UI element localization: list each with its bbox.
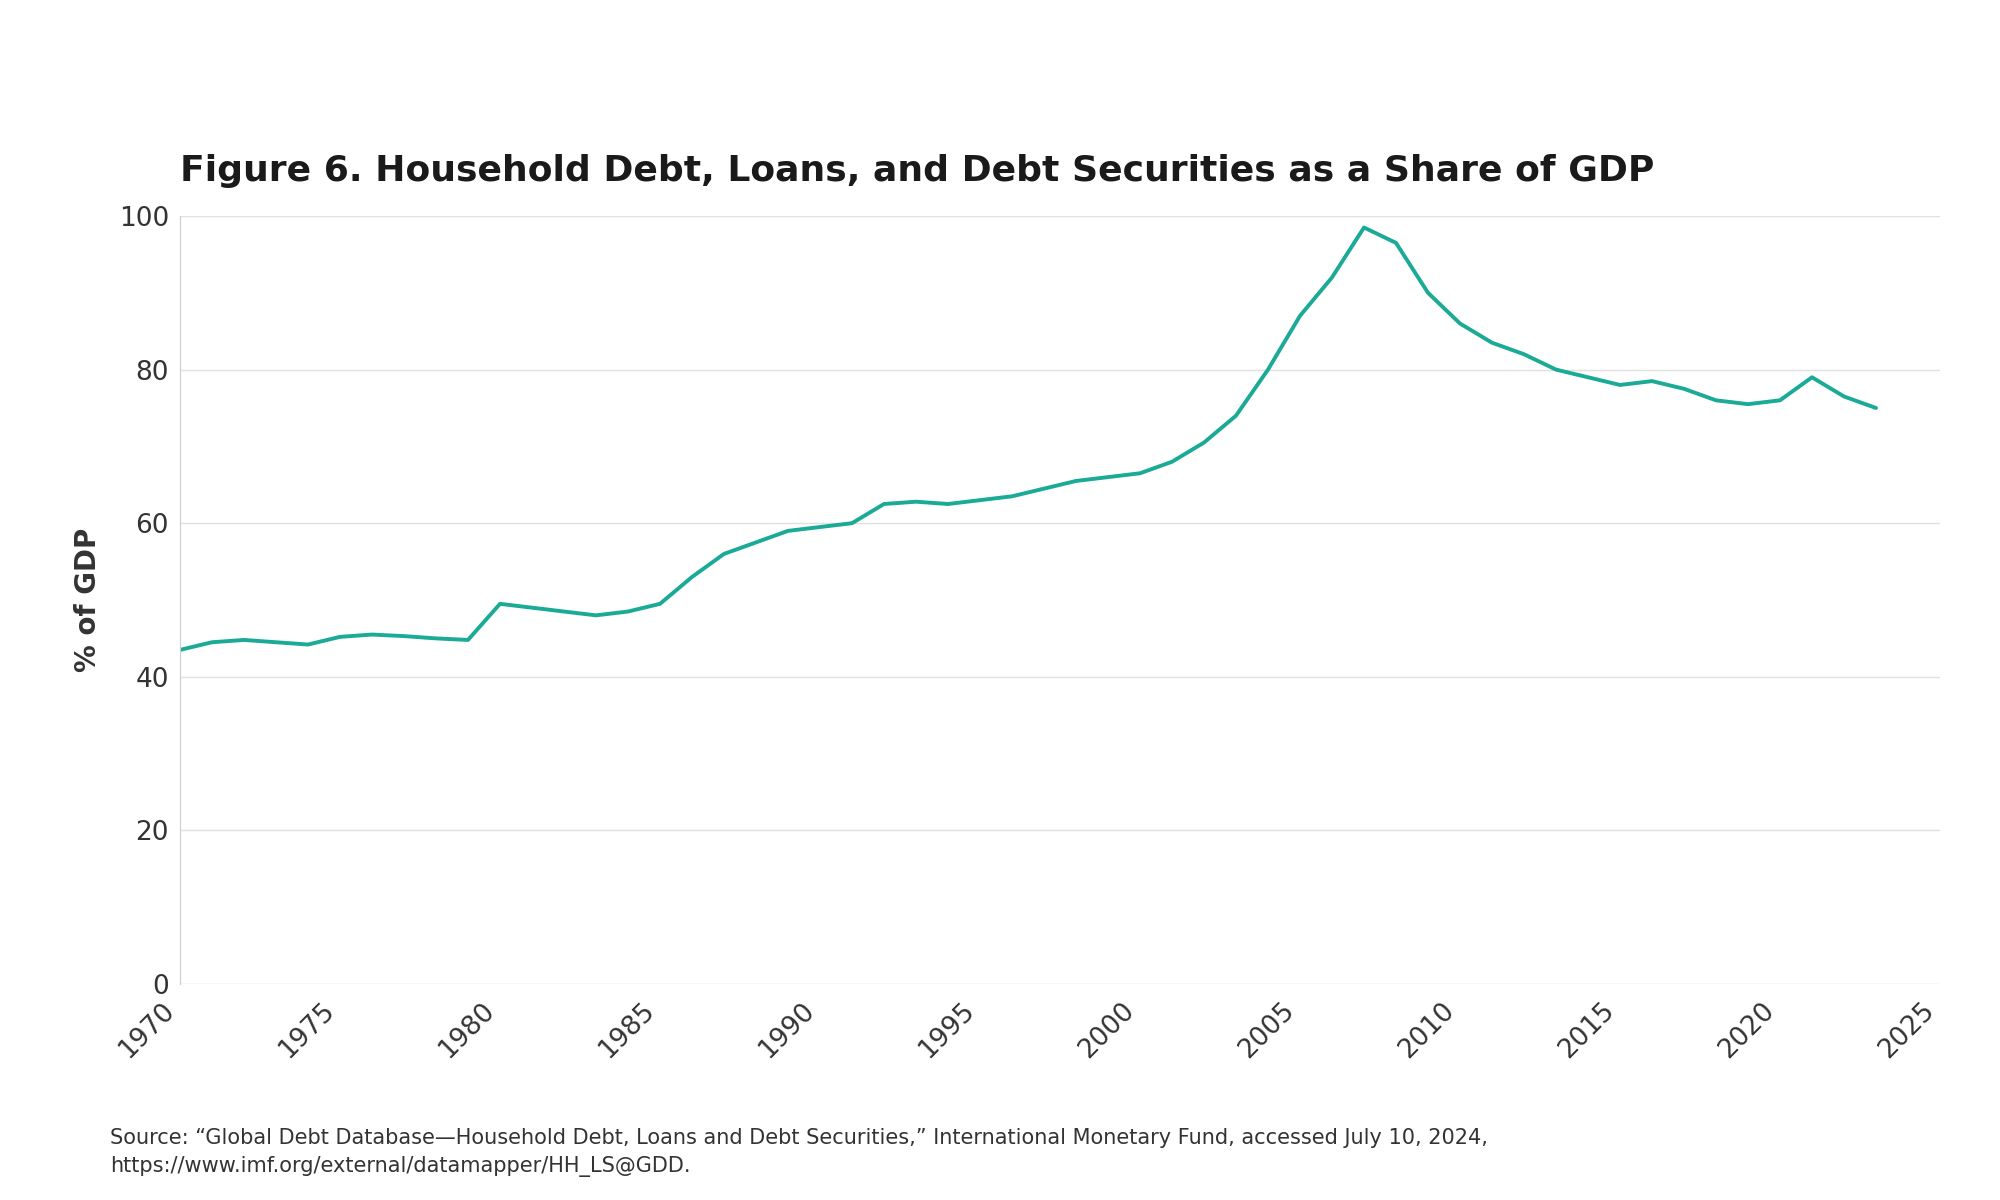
Title: Figure 6. Household Debt, Loans, and Debt Securities as a Share of GDP: Figure 6. Household Debt, Loans, and Deb… <box>180 155 1654 188</box>
Y-axis label: % of GDP: % of GDP <box>74 528 102 672</box>
Text: Source: “Global Debt Database—Household Debt, Loans and Debt Securities,” Intern: Source: “Global Debt Database—Household … <box>110 1128 1488 1177</box>
